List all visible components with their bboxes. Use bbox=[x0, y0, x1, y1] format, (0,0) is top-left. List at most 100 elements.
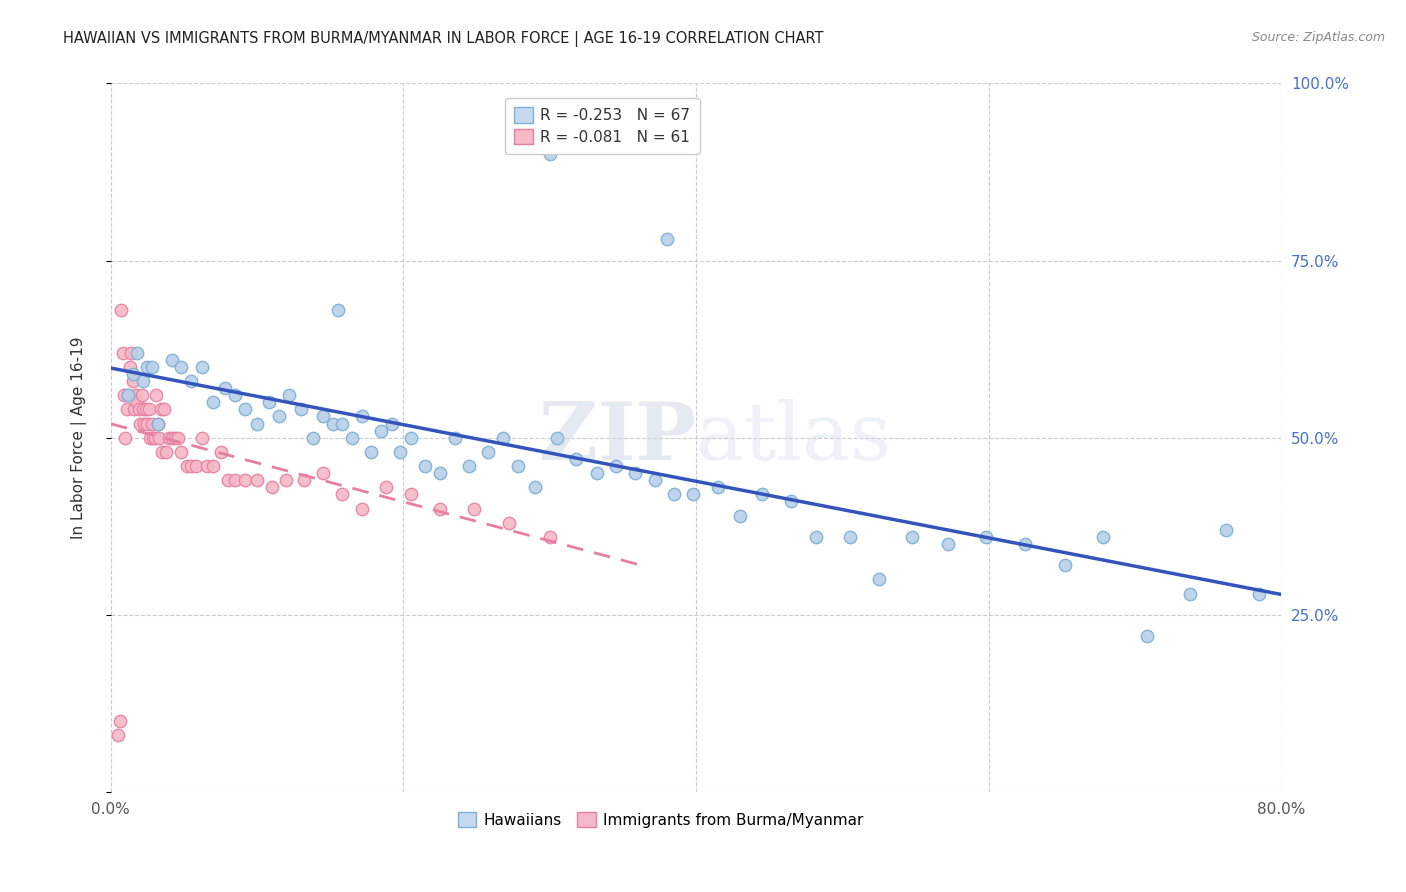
Point bbox=[257, 395, 280, 409]
Point bbox=[498, 516, 520, 530]
Point bbox=[112, 388, 135, 402]
Point bbox=[290, 402, 312, 417]
Point bbox=[443, 431, 465, 445]
Point bbox=[1215, 523, 1237, 537]
Point bbox=[165, 431, 187, 445]
Point bbox=[644, 473, 666, 487]
Point bbox=[127, 395, 149, 409]
Point bbox=[202, 458, 225, 473]
Point bbox=[117, 388, 139, 402]
Point bbox=[180, 374, 202, 388]
Point bbox=[399, 431, 422, 445]
Point bbox=[184, 458, 207, 473]
Point bbox=[301, 431, 323, 445]
Point bbox=[936, 537, 959, 551]
Point bbox=[352, 409, 374, 424]
Point bbox=[342, 431, 364, 445]
Point bbox=[121, 374, 143, 388]
Text: Source: ZipAtlas.com: Source: ZipAtlas.com bbox=[1251, 31, 1385, 45]
Point bbox=[217, 473, 239, 487]
Point bbox=[1135, 629, 1157, 643]
Point bbox=[538, 530, 561, 544]
Point bbox=[1053, 558, 1076, 573]
Point bbox=[209, 445, 232, 459]
Point bbox=[623, 466, 645, 480]
Point bbox=[662, 487, 685, 501]
Text: ZIP: ZIP bbox=[538, 399, 696, 476]
Point bbox=[214, 381, 236, 395]
Point bbox=[149, 402, 172, 417]
Text: HAWAIIAN VS IMMIGRANTS FROM BURMA/MYANMAR IN LABOR FORCE | AGE 16-19 CORRELATION: HAWAIIAN VS IMMIGRANTS FROM BURMA/MYANMA… bbox=[63, 31, 824, 47]
Point bbox=[138, 402, 160, 417]
Point bbox=[157, 431, 180, 445]
Point bbox=[1180, 586, 1202, 600]
Point bbox=[111, 345, 134, 359]
Point bbox=[190, 359, 212, 374]
Point bbox=[780, 494, 803, 508]
Point bbox=[136, 417, 159, 431]
Point bbox=[399, 487, 422, 501]
Point bbox=[146, 417, 169, 431]
Legend: Hawaiians, Immigrants from Burma/Myanmar: Hawaiians, Immigrants from Burma/Myanmar bbox=[451, 805, 870, 834]
Point bbox=[120, 345, 142, 359]
Point bbox=[190, 431, 212, 445]
Point bbox=[838, 530, 860, 544]
Point bbox=[135, 402, 157, 417]
Point bbox=[429, 501, 451, 516]
Point bbox=[170, 445, 193, 459]
Point bbox=[132, 374, 155, 388]
Point bbox=[114, 431, 136, 445]
Point bbox=[118, 359, 141, 374]
Text: atlas: atlas bbox=[696, 399, 891, 476]
Point bbox=[162, 431, 184, 445]
Point bbox=[117, 388, 139, 402]
Point bbox=[374, 480, 396, 494]
Point bbox=[1249, 586, 1271, 600]
Point bbox=[751, 487, 773, 501]
Point bbox=[1014, 537, 1036, 551]
Point bbox=[197, 458, 219, 473]
Point bbox=[330, 417, 353, 431]
Point bbox=[322, 417, 344, 431]
Point bbox=[125, 388, 148, 402]
Point bbox=[546, 431, 568, 445]
Point bbox=[246, 473, 269, 487]
Point bbox=[463, 501, 485, 516]
Point bbox=[167, 431, 190, 445]
Point bbox=[707, 480, 730, 494]
Point bbox=[136, 359, 159, 374]
Point bbox=[145, 388, 167, 402]
Point bbox=[162, 352, 184, 367]
Point bbox=[155, 445, 177, 459]
Point bbox=[146, 417, 169, 431]
Point bbox=[143, 431, 166, 445]
Point bbox=[115, 402, 138, 417]
Point bbox=[128, 402, 150, 417]
Point bbox=[108, 714, 131, 728]
Point bbox=[139, 431, 162, 445]
Point bbox=[127, 345, 149, 359]
Point bbox=[538, 147, 561, 161]
Point bbox=[107, 728, 129, 742]
Point bbox=[901, 530, 924, 544]
Point bbox=[492, 431, 515, 445]
Point bbox=[326, 303, 349, 318]
Point bbox=[389, 445, 412, 459]
Point bbox=[458, 458, 481, 473]
Point bbox=[370, 424, 392, 438]
Point bbox=[110, 303, 132, 318]
Point bbox=[381, 417, 404, 431]
Point bbox=[141, 359, 163, 374]
Point bbox=[152, 402, 174, 417]
Point bbox=[170, 359, 193, 374]
Point bbox=[360, 445, 382, 459]
Point bbox=[224, 473, 246, 487]
Point bbox=[292, 473, 315, 487]
Point bbox=[260, 480, 283, 494]
Point bbox=[148, 431, 170, 445]
Point bbox=[202, 395, 225, 409]
Point bbox=[728, 508, 751, 523]
Point bbox=[150, 445, 173, 459]
Point bbox=[224, 388, 246, 402]
Point bbox=[312, 409, 335, 424]
